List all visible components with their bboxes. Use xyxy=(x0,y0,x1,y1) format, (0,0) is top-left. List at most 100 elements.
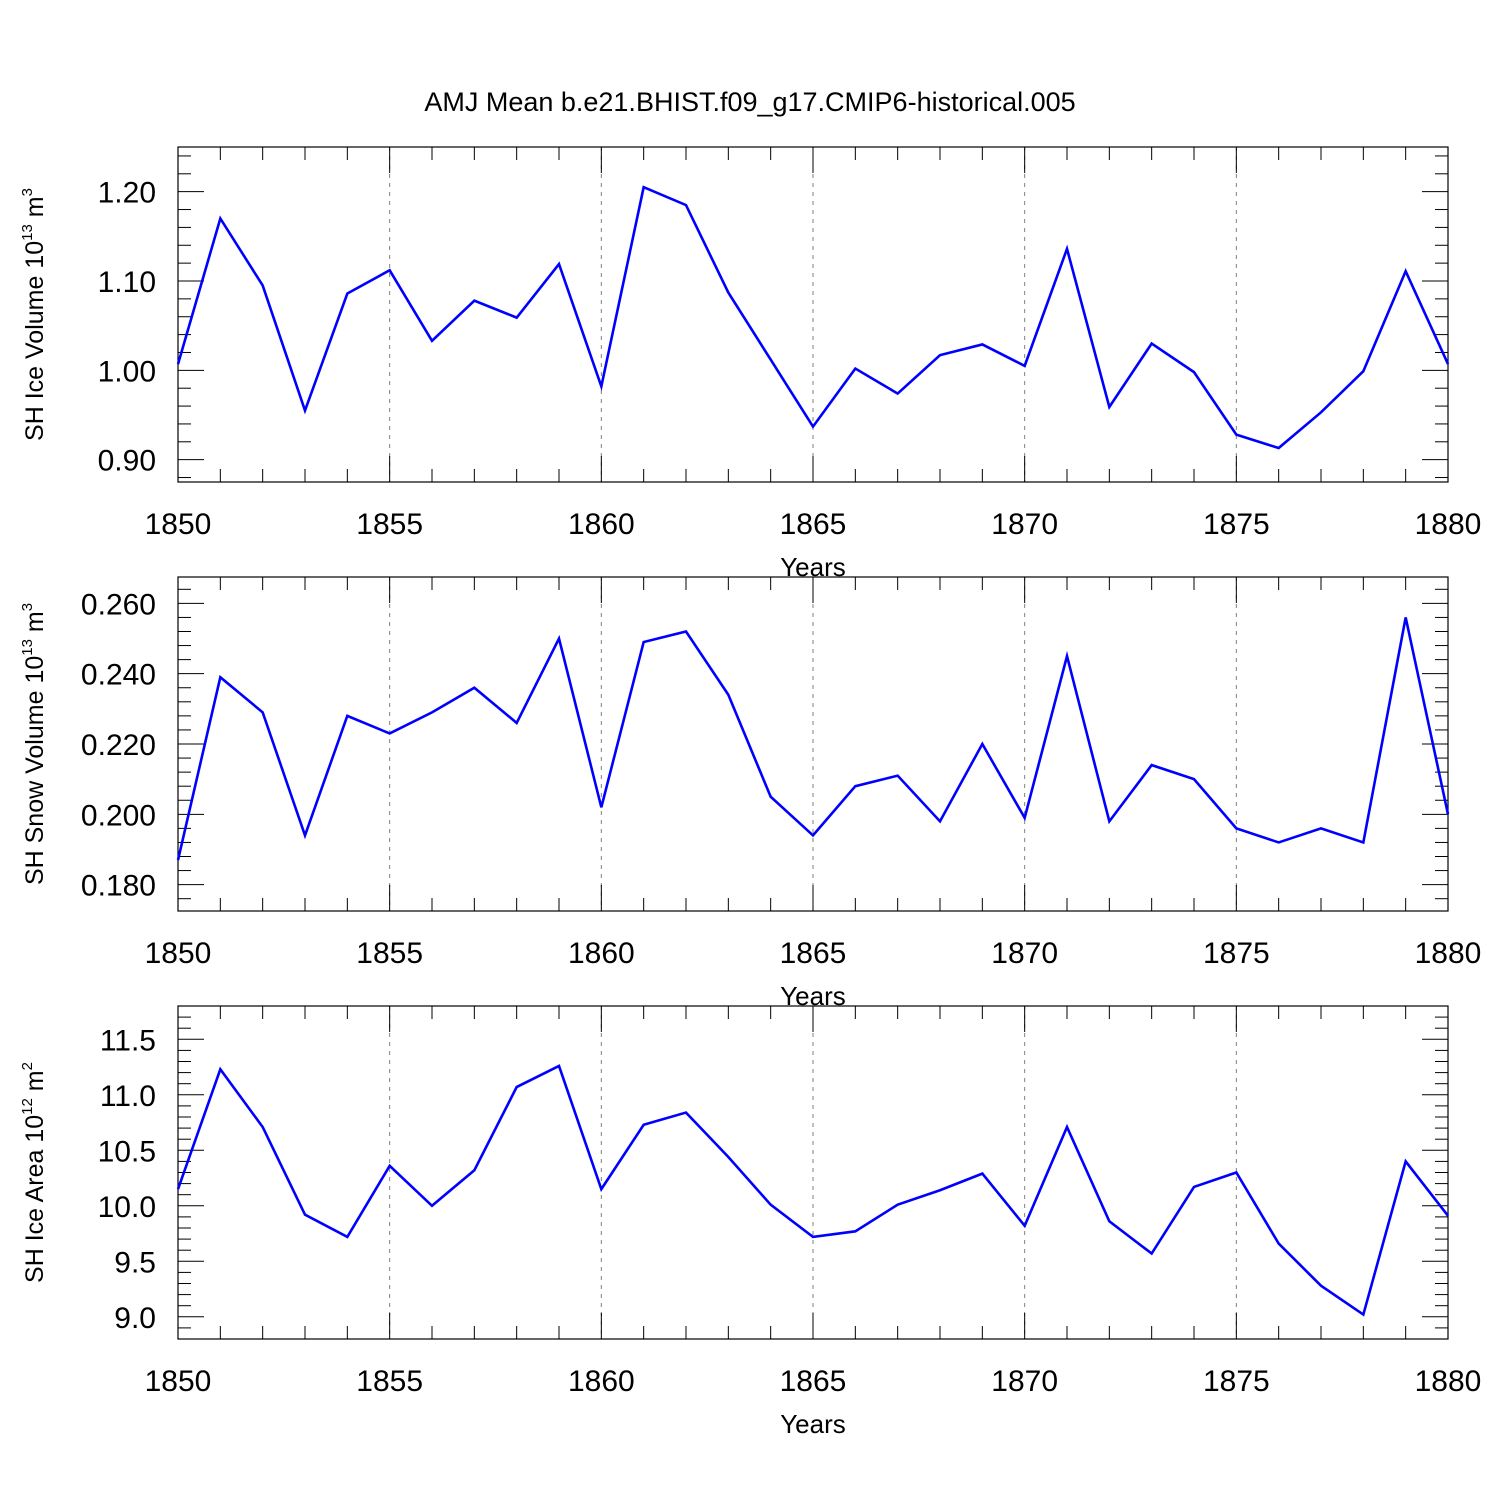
y-axis-label-main: SH Ice Area 10 xyxy=(21,1115,49,1283)
panels: 0.90 1.00 1.10 1.20 1850 1855 1860 1865 1870 1875… xyxy=(19,146,1481,1439)
data-point xyxy=(1404,616,1406,618)
y-axis-label-exponent: 13 xyxy=(19,224,36,241)
data-point xyxy=(1277,841,1279,843)
y-tick-label: 10.5 xyxy=(98,1135,156,1168)
data-point xyxy=(600,385,602,387)
data-point xyxy=(1320,827,1322,829)
data-point xyxy=(1447,1215,1449,1217)
data-point xyxy=(727,1156,729,1158)
y-tick-label: 0.260 xyxy=(81,588,156,621)
y-tick-label: 9.0 xyxy=(114,1302,156,1335)
y-axis-label: SH Snow Volume 1013 m3 xyxy=(19,603,49,885)
plot-frame xyxy=(177,576,1449,912)
data-point xyxy=(1447,813,1449,815)
data-point xyxy=(304,1213,306,1215)
x-tick-label: 1860 xyxy=(568,1365,635,1398)
x-tick-label: 1860 xyxy=(568,508,635,541)
data-point xyxy=(558,1065,560,1067)
data-point xyxy=(346,1236,348,1238)
data-point xyxy=(558,637,560,639)
data-point xyxy=(896,774,898,776)
y-tick-label: 0.180 xyxy=(81,870,156,903)
data-point xyxy=(642,1124,644,1126)
data-point xyxy=(431,711,433,713)
data-point xyxy=(981,743,983,745)
plot-frame xyxy=(177,1005,1449,1340)
data-point xyxy=(1193,778,1195,780)
data-point xyxy=(685,204,687,206)
data-point xyxy=(854,785,856,787)
data-point xyxy=(219,217,221,219)
y-axis-label-unit: m xyxy=(21,611,49,639)
data-point xyxy=(473,687,475,689)
data-point xyxy=(346,292,348,294)
data-point xyxy=(304,834,306,836)
data-point xyxy=(515,316,517,318)
x-tick-label: 1850 xyxy=(145,1365,212,1398)
data-point xyxy=(642,186,644,188)
x-tick-label: 1860 xyxy=(568,937,635,970)
data-point xyxy=(1235,1171,1237,1173)
y-axis-label-exponent: 12 xyxy=(19,1098,36,1115)
x-tick-label: 1870 xyxy=(991,1365,1058,1398)
data-point xyxy=(981,343,983,345)
data-point xyxy=(473,299,475,301)
data-point xyxy=(515,1086,517,1088)
data-point xyxy=(896,392,898,394)
data-point xyxy=(939,1189,941,1191)
x-tick-label: 1875 xyxy=(1203,937,1270,970)
data-point xyxy=(388,732,390,734)
series-line xyxy=(176,1064,1450,1317)
data-point xyxy=(896,1203,898,1205)
x-tick-label: 1870 xyxy=(991,508,1058,541)
data-point xyxy=(685,630,687,632)
data-point xyxy=(346,715,348,717)
data-point xyxy=(1066,655,1068,657)
x-tick-label: 1855 xyxy=(356,508,423,541)
data-point xyxy=(812,425,814,427)
data-point xyxy=(1150,1252,1152,1254)
data-point xyxy=(1277,447,1279,449)
data-point xyxy=(1108,1220,1110,1222)
data-point xyxy=(1277,1242,1279,1244)
x-tick-label: 1855 xyxy=(356,937,423,970)
data-point xyxy=(1150,342,1152,344)
x-tick-label: 1855 xyxy=(356,1365,423,1398)
data-point xyxy=(642,641,644,643)
data-point xyxy=(727,694,729,696)
data-point xyxy=(600,1188,602,1190)
data-point xyxy=(685,1111,687,1113)
y-axis-label-unit-exponent: 3 xyxy=(19,188,36,196)
data-point xyxy=(769,796,771,798)
y-axis-label-unit-exponent: 2 xyxy=(19,1062,36,1070)
y-tick-label: 0.220 xyxy=(81,729,156,762)
series-line xyxy=(176,617,1450,861)
data-point xyxy=(1150,764,1152,766)
data-point xyxy=(177,1188,179,1190)
x-tick-label: 1875 xyxy=(1203,1365,1270,1398)
data-point xyxy=(769,1203,771,1205)
data-point xyxy=(1362,1313,1364,1315)
y-axis-label-unit: m xyxy=(21,196,49,224)
chart-panel-2: 0.180 0.200 0.220 0.240 0.260 1850 1855 1860 186… xyxy=(19,576,1481,1011)
chart-panel-3: 9.0 9.5 10.0 10.5 11.0 11.5 1850 1855 1860 1865 18… xyxy=(19,1005,1481,1439)
y-tick-label: 0.240 xyxy=(81,659,156,692)
data-point xyxy=(177,859,179,861)
data-point xyxy=(1235,433,1237,435)
data-point xyxy=(473,1169,475,1171)
y-tick-label: 9.5 xyxy=(114,1246,156,1279)
data-point xyxy=(431,340,433,342)
x-tick-label: 1850 xyxy=(145,508,212,541)
y-axis-label-unit-exponent: 3 xyxy=(19,603,36,611)
x-tick-label: 1865 xyxy=(780,508,847,541)
y-tick-label: 11.5 xyxy=(100,1024,156,1057)
data-point xyxy=(219,1068,221,1070)
data-point xyxy=(219,676,221,678)
data-point xyxy=(261,284,263,286)
data-point xyxy=(558,263,560,265)
y-tick-label: 1.20 xyxy=(98,177,156,210)
data-point xyxy=(1108,820,1110,822)
data-point xyxy=(600,806,602,808)
data-point xyxy=(1066,1126,1068,1128)
